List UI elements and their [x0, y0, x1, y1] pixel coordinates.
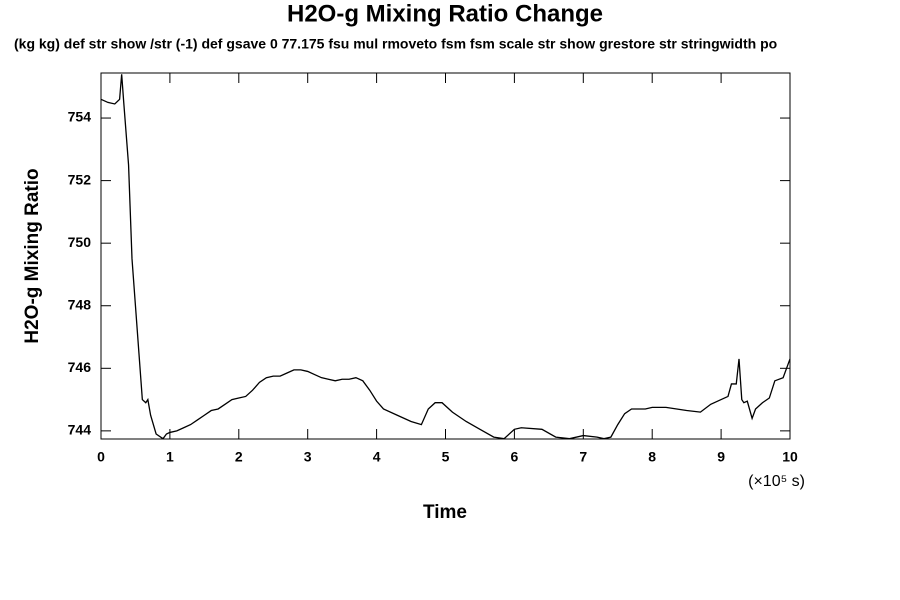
- y-tick-label: 748: [68, 296, 92, 312]
- x-tick-label: 9: [717, 449, 725, 465]
- chart-title: H2O-g Mixing Ratio Change: [287, 0, 603, 27]
- x-tick-label: 4: [373, 449, 381, 465]
- x-tick-label: 0: [97, 449, 105, 465]
- y-axis-label: H2O-g Mixing Ratio: [22, 168, 43, 343]
- x-tick-label: 8: [648, 449, 656, 465]
- x-tick-label: 5: [442, 449, 450, 465]
- x-axis-unit: (×10⁵ s): [748, 473, 805, 490]
- y-tick-label: 754: [68, 109, 92, 125]
- x-tick-label: 6: [511, 449, 519, 465]
- y-tick-label: 752: [68, 171, 92, 187]
- x-tick-label: 7: [579, 449, 587, 465]
- x-tick-label: 2: [235, 449, 243, 465]
- x-tick-label: 1: [166, 449, 174, 465]
- data-line: [100, 74, 791, 440]
- y-tick-label: 750: [68, 234, 92, 250]
- x-tick-label: 3: [304, 449, 312, 465]
- x-tick-label: 10: [782, 449, 798, 465]
- y-tick-label: 744: [68, 422, 92, 438]
- x-axis-label: Time: [423, 502, 467, 523]
- chart-subtitle: (kg kg) def str show /str (-1) def gsave…: [14, 36, 777, 52]
- y-tick-label: 746: [68, 359, 92, 375]
